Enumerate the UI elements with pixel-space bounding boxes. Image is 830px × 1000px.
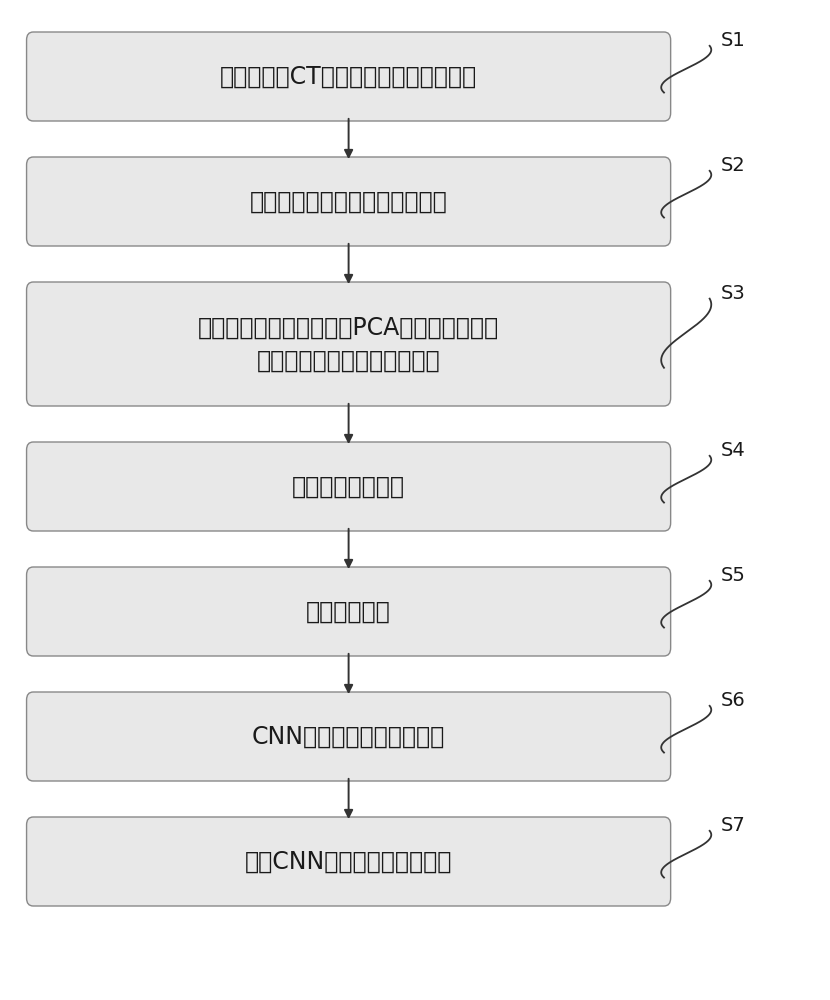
FancyBboxPatch shape [27, 692, 671, 781]
Text: 剥除颅骨，获得脑实质三维掩膜: 剥除颅骨，获得脑实质三维掩膜 [250, 190, 447, 214]
Text: S4: S4 [720, 441, 745, 460]
FancyBboxPatch shape [27, 32, 671, 121]
Text: 将患者头颅CT图像刚体配准至标准空间: 将患者头颅CT图像刚体配准至标准空间 [220, 64, 477, 89]
Text: S2: S2 [720, 156, 745, 175]
Text: 通过对脑实质三维掩膜用PCA特征降维进行椭
圆拟合，得到正中矢状面数据: 通过对脑实质三维掩膜用PCA特征降维进行椭 圆拟合，得到正中矢状面数据 [198, 315, 499, 373]
FancyBboxPatch shape [27, 282, 671, 406]
Text: S7: S7 [720, 816, 745, 835]
Text: S3: S3 [720, 284, 745, 303]
Text: CNN模型搭建与多任务训练: CNN模型搭建与多任务训练 [252, 724, 445, 748]
Text: S5: S5 [720, 566, 745, 585]
Text: 训练数据标注: 训练数据标注 [306, 600, 391, 624]
FancyBboxPatch shape [27, 157, 671, 246]
FancyBboxPatch shape [27, 567, 671, 656]
Text: S6: S6 [720, 691, 745, 710]
FancyBboxPatch shape [27, 817, 671, 906]
Text: S1: S1 [720, 31, 745, 50]
Text: 基于CNN模型的卒中病灶分割: 基于CNN模型的卒中病灶分割 [245, 850, 452, 874]
Text: 对称性参数图计算: 对称性参数图计算 [292, 475, 405, 498]
FancyBboxPatch shape [27, 442, 671, 531]
